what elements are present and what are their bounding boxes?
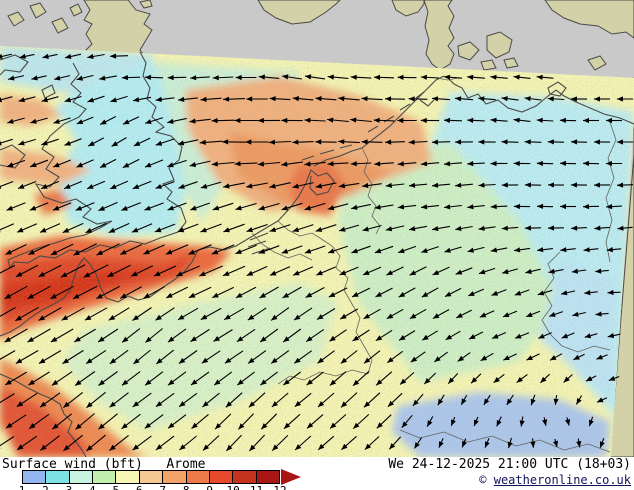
wind-map [0, 0, 634, 457]
bornholm-island [587, 55, 607, 71]
border-de-pl [605, 121, 617, 263]
danish-island [503, 57, 519, 69]
colorbar-segment [233, 471, 257, 483]
ireland-coast-ne [0, 54, 29, 76]
ruegen-island [547, 81, 567, 97]
colorbar-tick-label: 1 [12, 484, 32, 490]
colorbar-tick-label: 4 [82, 484, 102, 490]
colorbar-segment [209, 471, 234, 483]
country-borders [251, 77, 617, 453]
colorbar-segment [139, 471, 164, 483]
belgium-coast [197, 220, 279, 251]
netherlands-coast [277, 169, 335, 222]
border-dk-de [435, 77, 459, 81]
isle-of-man [41, 84, 56, 99]
colorbar-tick-label: 8 [176, 484, 196, 490]
zealand-island [486, 31, 513, 59]
model-name: Arome [166, 457, 206, 472]
colorbar-segment [186, 471, 210, 483]
norway-tip [257, 0, 341, 25]
valid-datetime: We 24-12-2025 21:00 UTC (18+03) [388, 457, 631, 472]
funen-island [457, 41, 480, 61]
wind-arrows [0, 53, 634, 452]
colorbar-segment [256, 471, 279, 483]
colorbar-tick-label: 6 [129, 484, 149, 490]
hebrides-island [7, 11, 25, 27]
border-fr-de-rhine [343, 289, 373, 375]
colorbar-tick-label: 5 [106, 484, 126, 490]
colorbar-segment [116, 471, 140, 483]
colorbar-segment [93, 471, 117, 483]
copyright-link[interactable]: weatheronline.co.uk [493, 473, 631, 487]
german-bight-coast [313, 75, 445, 167]
hebrides-island [69, 3, 83, 17]
hebrides-island [51, 17, 69, 34]
legend-title: Surface wind (bft) Arome [2, 457, 206, 472]
colorbar-arrow-cap [281, 469, 301, 485]
border-de-cz [541, 251, 611, 353]
legend-bar: Surface wind (bft) Arome We 24-12-2025 2… [0, 457, 634, 490]
colorbar-tick-label: 2 [35, 484, 55, 490]
beaufort-colorbar [22, 470, 280, 484]
arome-domain [0, 46, 634, 457]
zeeland-islands [247, 232, 271, 255]
colorbar-tick-label: 11 [247, 484, 267, 490]
colorbar-tick-label: 3 [59, 484, 79, 490]
elbe-inlet [419, 99, 435, 107]
orkney-island [139, 0, 153, 9]
copyright: © weatheronline.co.uk [479, 473, 631, 487]
german-bight-islands [367, 91, 425, 133]
colorbar-segment [69, 471, 94, 483]
frisian-islands [301, 144, 353, 161]
sweden-landmass [544, 0, 634, 39]
colorbar-segment [23, 471, 47, 483]
colorbar-tick-label: 10 [223, 484, 243, 490]
oslofjord-land [391, 0, 425, 17]
border-nl-de [361, 147, 381, 235]
colorbar-tick-label: 12 [270, 484, 290, 490]
colorbar-segment [46, 471, 70, 483]
brittany-biscay-coast [0, 373, 87, 457]
border-be-de [319, 237, 349, 291]
speckle-noise [0, 46, 634, 457]
border-alps-south [399, 429, 611, 453]
ireland-coast-se [0, 144, 26, 169]
product-name: Surface wind (bft) [2, 457, 143, 472]
colorbar-tick-label: 9 [200, 484, 220, 490]
danish-island [480, 59, 497, 71]
hebrides-island [29, 2, 47, 19]
right-edge-cutoff [609, 77, 634, 457]
jutland-peninsula [423, 0, 455, 71]
britain-coast [7, 51, 187, 270]
border-ch [277, 369, 369, 385]
border-fr-be [251, 232, 313, 261]
baltic-coast [445, 75, 634, 125]
colorbar-segment [163, 471, 187, 483]
colorbar-tick-label: 7 [153, 484, 173, 490]
